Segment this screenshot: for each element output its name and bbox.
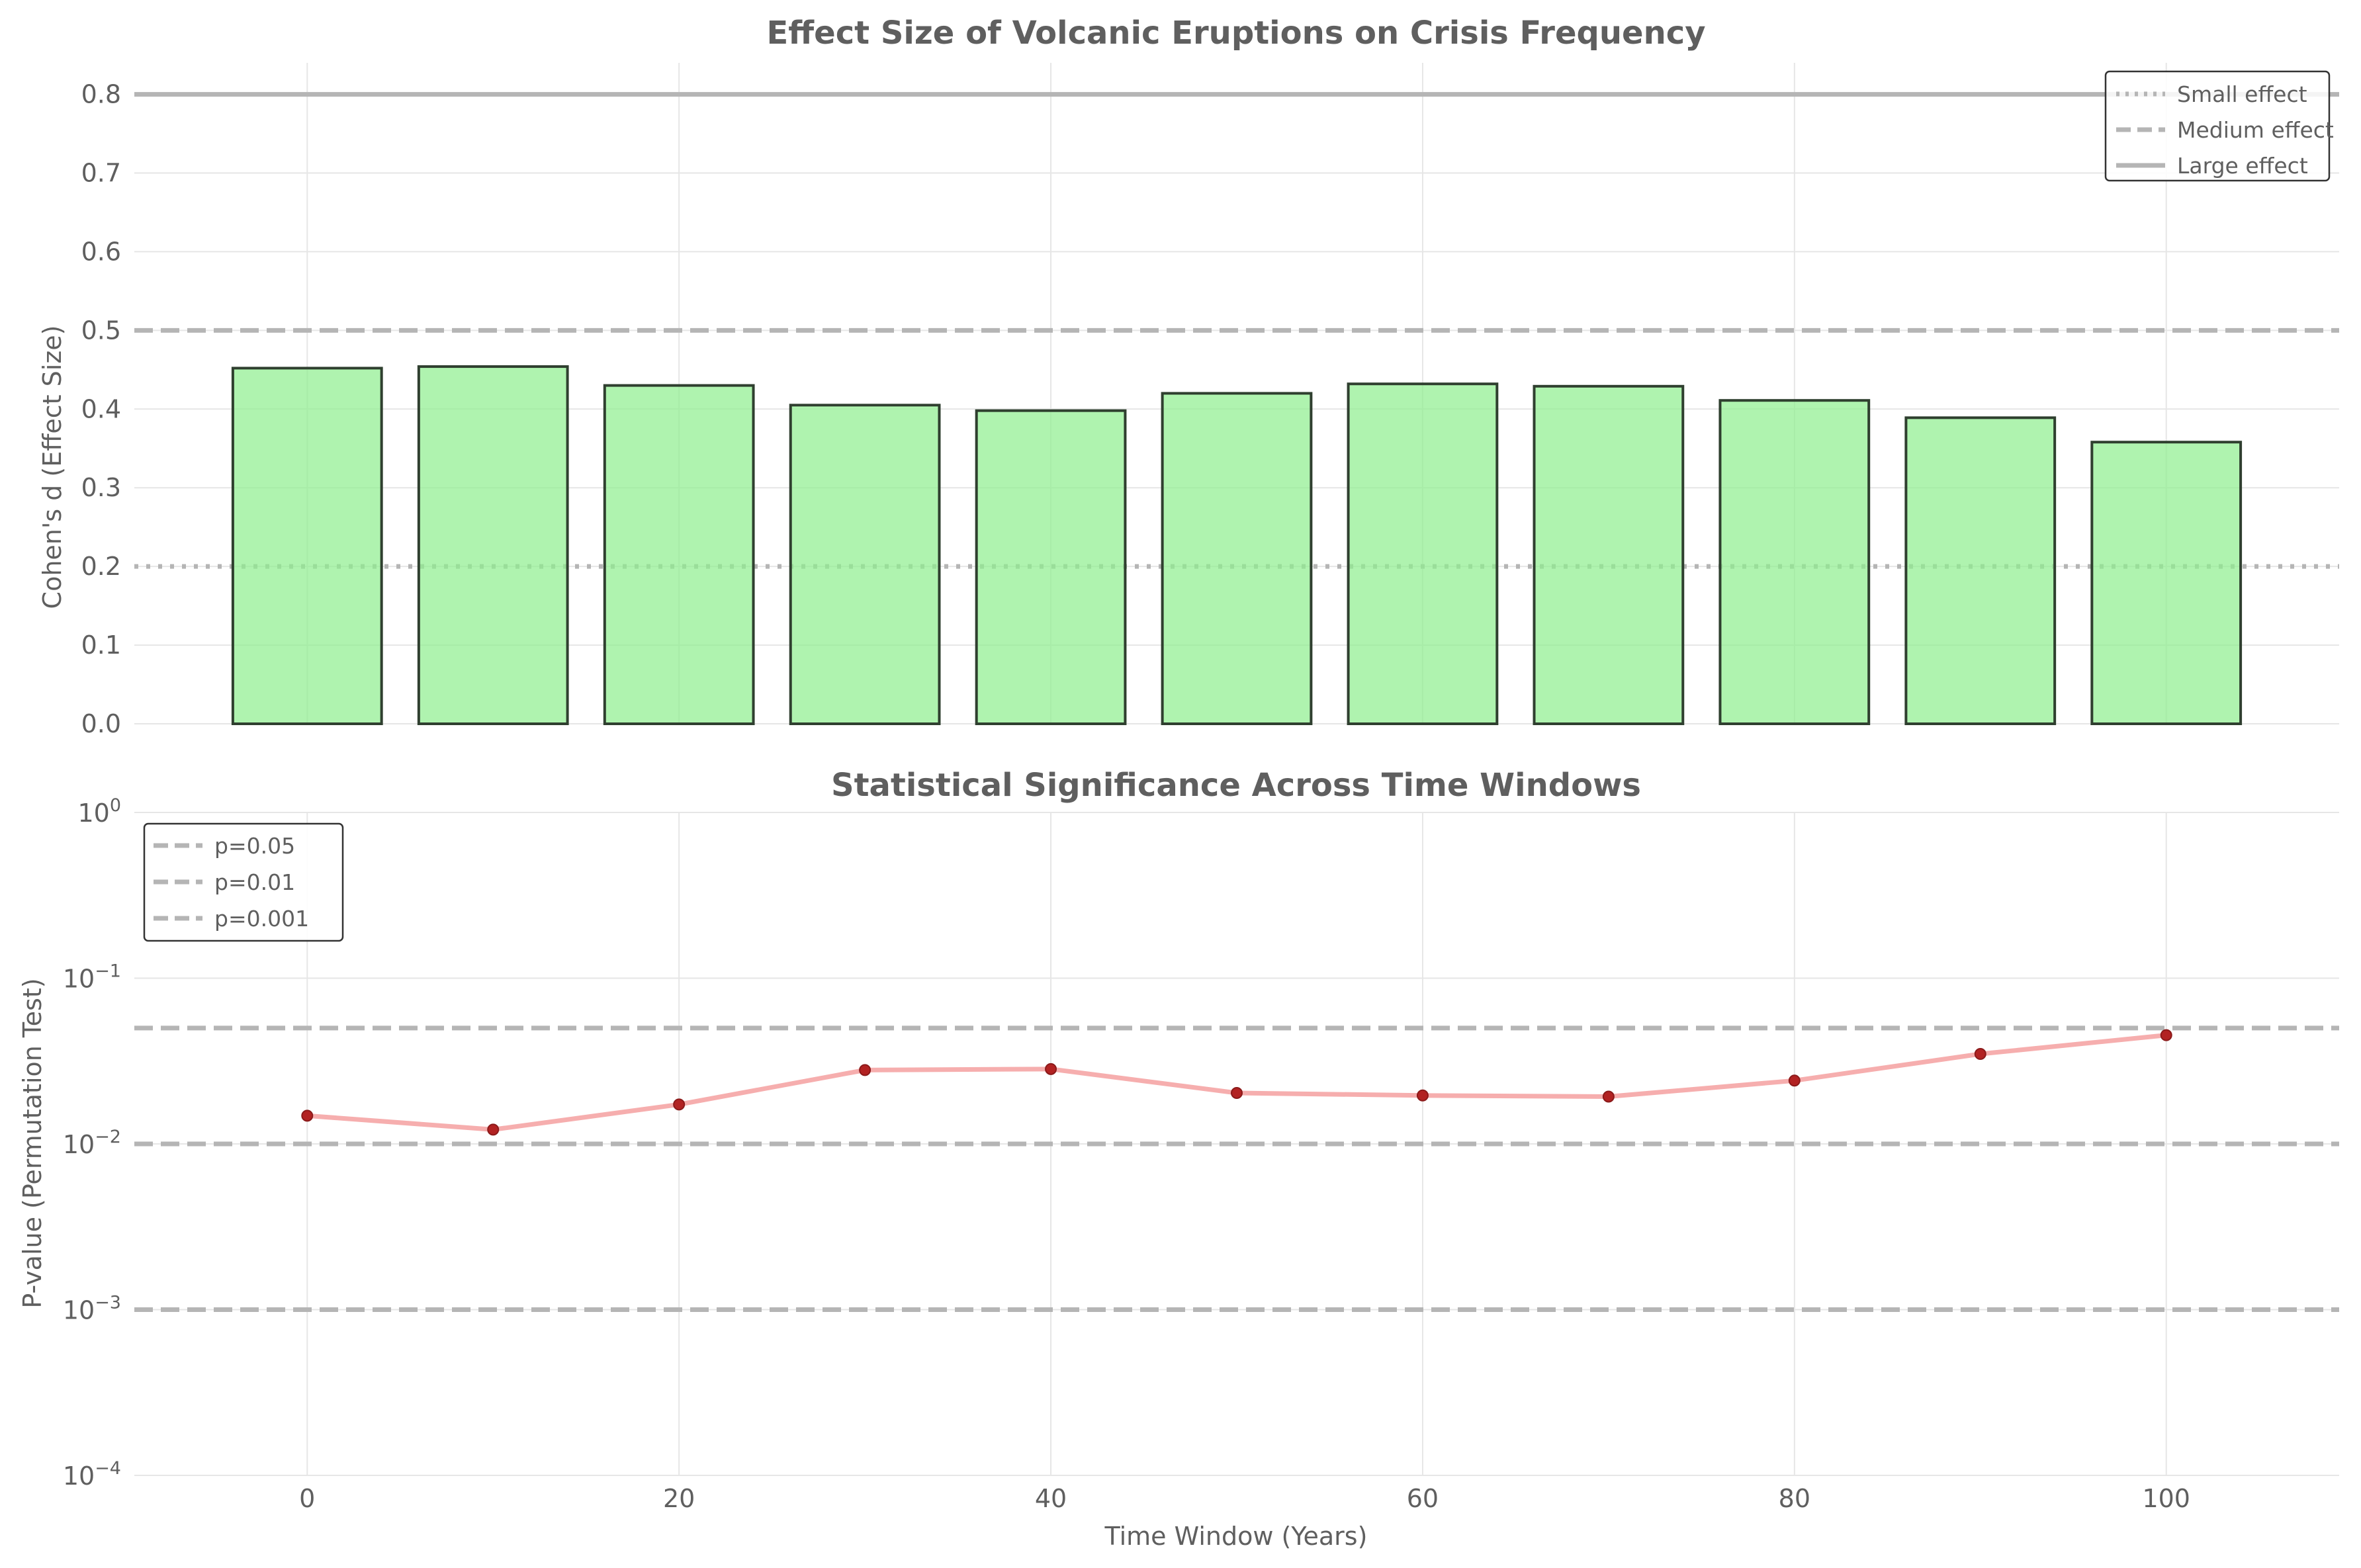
bar [603,384,755,725]
y-tick-label: 10−3 [63,1293,121,1325]
bar [417,365,569,725]
bottom-x-ticks: 0 20 40 60 80 100 [299,1484,2190,1513]
bar [1718,399,1871,725]
y-tick-label: 0.0 [81,709,121,738]
data-point [301,1110,314,1122]
y-tick-label: 10−1 [63,961,121,994]
legend-label: p=0.01 [214,869,295,895]
x-tick-label: 100 [2142,1484,2190,1513]
legend-label: Large effect [2177,153,2308,179]
y-tick-label: 0.2 [81,552,121,581]
x-tick-label: 80 [1779,1484,1810,1513]
y-tick-label: 10−4 [63,1458,121,1491]
data-point [2160,1029,2172,1041]
bar [1161,392,1313,725]
bar [2090,441,2243,725]
y-tick-label: 0.4 [81,394,121,423]
bottom-legend: p=0.05 p=0.01 p=0.001 [143,822,344,942]
top-y-axis-label: Cohen's d (Effect Size) [38,326,67,609]
legend-label: p=0.001 [214,906,309,932]
bottom-y-axis-label: P-value (Permutation Test) [18,978,47,1308]
x-tick-label: 60 [1407,1484,1439,1513]
legend-label: p=0.05 [214,833,295,859]
bottom-chart-title: Statistical Significance Across Time Win… [831,767,1641,804]
data-point [673,1098,686,1111]
top-y-ticks: 0.0 0.1 0.2 0.3 0.4 0.5 0.6 0.7 0.8 [81,80,121,738]
top-chart-title: Effect Size of Volcanic Eruptions on Cri… [767,15,1706,52]
data-point [1416,1089,1429,1102]
effect-size-panel: 0.0 0.1 0.2 0.3 0.4 0.5 0.6 0.7 0.8 Effect Size … [38,15,2339,738]
data-point [1602,1090,1615,1103]
y-tick-label: 0.5 [81,316,121,345]
legend-label: Medium effect [2177,117,2334,143]
bar [1904,416,2057,725]
x-tick-label: 0 [299,1484,315,1513]
data-point [1045,1063,1057,1075]
y-tick-label: 0.7 [81,159,121,188]
y-tick-label: 10−2 [63,1127,121,1159]
y-tick-label: 0.6 [81,237,121,266]
p-value-panel: 100 10−1 10−2 10−3 10−4 0 20 40 60 80 100 Statist… [18,767,2339,1551]
data-point [1788,1074,1801,1087]
bar [1533,384,1685,726]
bottom-x-axis-label: Time Window (Years) [1104,1522,1368,1551]
legend-box [143,822,344,942]
data-point [1231,1086,1243,1099]
bar [789,404,941,725]
x-tick-label: 20 [663,1484,695,1513]
bar [1347,382,1499,725]
legend-box [2104,70,2331,182]
bar [231,367,383,725]
bar [975,409,1127,726]
bottom-reference-lines [134,1025,2339,1312]
y-tick-label: 0.8 [81,80,121,109]
x-tick-label: 40 [1035,1484,1067,1513]
legend-label: Small effect [2177,81,2307,107]
y-tick-label: 0.3 [81,473,121,502]
bottom-y-ticks: 100 10−1 10−2 10−3 10−4 [63,795,121,1491]
p-value-markers [301,1029,2172,1136]
effect-size-bars [231,365,2243,726]
p-value-line [307,1033,2167,1132]
y-tick-label: 0.1 [81,631,121,660]
y-tick-label: 100 [77,795,121,828]
data-point [487,1123,500,1136]
data-point [1974,1048,1986,1061]
top-legend: Small effect Medium effect Large effect [2104,70,2334,182]
data-point [859,1064,871,1076]
